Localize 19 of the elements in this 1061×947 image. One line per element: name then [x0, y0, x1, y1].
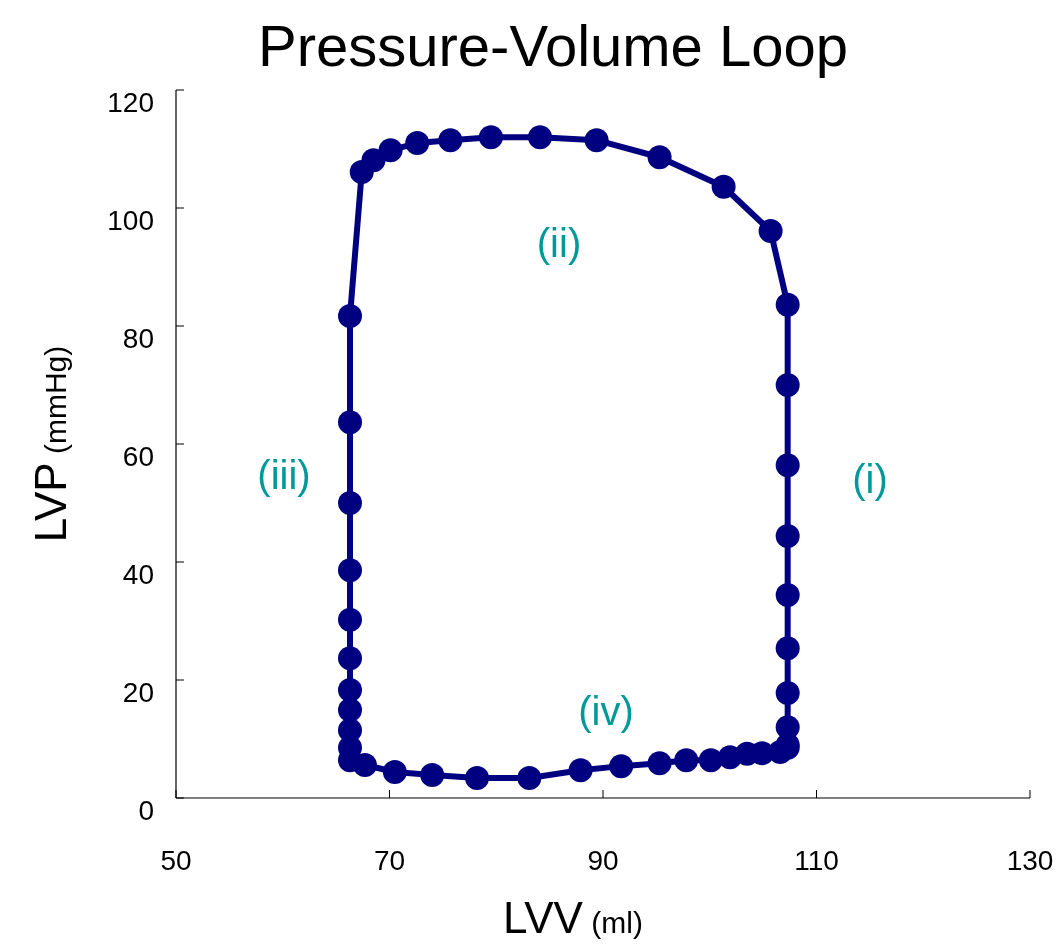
annotation: (i)	[852, 457, 888, 501]
x-axis-title: LVV (ml)	[503, 893, 643, 942]
x-tick-label: 90	[587, 845, 619, 876]
x-tick-label: 70	[373, 845, 406, 876]
y-tick-label: 120	[107, 87, 154, 118]
y-tick-label: 60	[122, 441, 154, 472]
y-tick-label: 20	[122, 677, 154, 708]
annotation: (iii)	[257, 453, 311, 497]
y-tick-label: 100	[107, 205, 154, 236]
y-tick-label: 0	[138, 795, 154, 826]
chart-title: Pressure-Volume Loop	[258, 13, 848, 78]
x-tick-label: 130	[1006, 845, 1054, 876]
x-tick-label: 50	[160, 845, 192, 876]
annotation: (ii)	[536, 221, 582, 265]
annotation: (iv)	[578, 689, 634, 733]
y-axis-title: LVP (mmHg)	[26, 345, 75, 543]
x-tick-label: 110	[794, 845, 839, 876]
y-tick-label: 80	[122, 323, 154, 354]
y-tick-label: 40	[122, 559, 154, 590]
